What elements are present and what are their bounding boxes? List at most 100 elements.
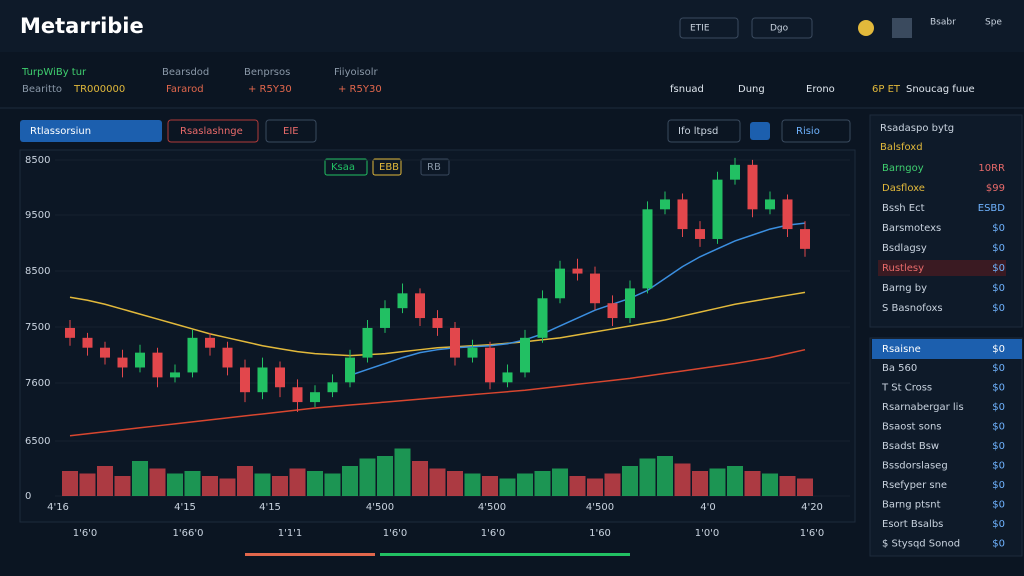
y-axis-label: 8500 <box>25 155 50 166</box>
x-axis-label: 4'0 <box>700 502 715 513</box>
volume-bar <box>464 473 481 496</box>
volume-bar <box>324 473 341 496</box>
watch-label[interactable]: Bsadst Bsw <box>882 441 939 452</box>
order-label: Bssh Ect <box>882 203 925 214</box>
row-highlight <box>878 260 1006 276</box>
watch-label[interactable]: Barng ptsnt <box>882 500 941 511</box>
x-axis-label: 1'6'0 <box>800 528 825 539</box>
x-axis-label: 1'60 <box>589 528 611 539</box>
watch-value: $0 <box>992 383 1005 394</box>
stat-label: Bearitto <box>22 84 62 95</box>
nav-box[interactable] <box>751 17 813 39</box>
candle-body <box>135 352 145 368</box>
candle-body <box>712 179 723 239</box>
search-box[interactable] <box>667 119 741 143</box>
watch-label[interactable]: Rsarnabergar lis <box>882 402 964 413</box>
stat-value: TR000000 <box>73 84 125 95</box>
watchlist-header-bg <box>872 339 1022 359</box>
x-axis-label: 1'1'1 <box>278 528 303 539</box>
watch-label[interactable]: $ Stysqd Sonod <box>882 539 960 550</box>
volume-bar <box>97 466 113 496</box>
volume-bar <box>412 461 428 496</box>
candle-body <box>397 293 408 309</box>
volume-bar <box>727 466 743 496</box>
order-label: Barsmotexs <box>882 223 941 234</box>
order-value: 10RR <box>978 163 1005 174</box>
candle-body <box>642 209 653 289</box>
overlay-line <box>69 291 806 357</box>
dropdown[interactable] <box>20 120 162 142</box>
order-value: $0 <box>992 283 1005 294</box>
volume-bar <box>79 473 96 496</box>
legend-box[interactable] <box>420 158 450 176</box>
volume-bar <box>62 471 78 496</box>
order-value: $0 <box>992 263 1005 274</box>
candle-body <box>362 327 373 358</box>
candle-body <box>275 367 285 388</box>
candle-body <box>310 392 320 403</box>
x-axis-label: 1'6'0 <box>481 528 506 539</box>
watch-label[interactable]: Esort Bsalbs <box>882 519 943 530</box>
volume-bar <box>499 478 516 496</box>
volume-bar <box>202 476 218 496</box>
stat-label: Bearsdod <box>162 67 209 78</box>
watch-label[interactable]: Bsaost sons <box>882 422 942 433</box>
candle-body <box>450 327 460 358</box>
candle-body <box>730 164 740 180</box>
nav-item: Spe <box>985 18 1002 28</box>
candle-body <box>100 347 110 358</box>
watch-value: $0 <box>992 402 1005 413</box>
icon[interactable] <box>892 18 912 38</box>
action-label[interactable]: Risio <box>796 126 820 137</box>
scrollbar[interactable] <box>245 553 375 556</box>
stat-value: + R5Y30 <box>248 84 292 95</box>
scrollbar[interactable] <box>380 553 630 556</box>
watchlist-header: Rsaisne <box>882 344 921 355</box>
watch-label[interactable]: T St Cross <box>881 383 932 394</box>
nav-box[interactable] <box>679 17 739 39</box>
tag-box[interactable] <box>265 119 317 143</box>
candle-body <box>152 352 163 378</box>
volume-bar <box>429 468 446 496</box>
volume-bar <box>272 476 288 496</box>
order-value: ESBD <box>978 203 1006 214</box>
watch-label[interactable]: Ba 560 <box>882 363 917 374</box>
candle-body <box>765 199 775 210</box>
candle-body <box>82 337 93 348</box>
watch-label[interactable]: Bssdorslaseg <box>882 461 948 472</box>
nav-item: ETIE <box>690 24 710 34</box>
header-bar <box>0 0 1024 52</box>
legend-box[interactable] <box>324 158 368 176</box>
order-label: Bsdlagsy <box>882 243 927 254</box>
icon[interactable] <box>750 122 770 140</box>
watch-value: $0 <box>992 519 1005 530</box>
search-label[interactable]: Ifo ltpsd <box>678 126 718 137</box>
candle-body <box>187 337 198 373</box>
order-value: $0 <box>992 303 1005 314</box>
volume-bar <box>622 466 638 496</box>
candle-body <box>800 229 810 249</box>
watch-value: $0 <box>992 363 1005 374</box>
volume-bar <box>779 476 796 496</box>
tag-label[interactable]: EIE <box>283 126 299 137</box>
filter-label[interactable]: Rsaslashnge <box>180 126 243 137</box>
volume-bar <box>377 456 393 496</box>
x-axis-label: 4'500 <box>478 502 506 513</box>
watch-label[interactable]: Rsefyper sne <box>882 480 947 491</box>
stat-value: Fararod <box>166 84 204 95</box>
action-box[interactable] <box>781 119 851 143</box>
ticker-item: 6P ET <box>872 84 901 95</box>
legend-box[interactable] <box>372 158 402 176</box>
volume-bar <box>797 478 813 496</box>
volume-bar <box>482 476 498 496</box>
icon[interactable] <box>858 20 874 36</box>
dropdown-label[interactable]: Rtlassorsiun <box>30 126 91 137</box>
watchlist-panel <box>869 337 1023 557</box>
volume-bar <box>639 458 656 496</box>
nav-item: Bsabr <box>930 18 956 28</box>
filter-box[interactable] <box>167 119 259 143</box>
volume-bar <box>237 466 253 496</box>
y-axis-label: 7600 <box>25 378 50 389</box>
volume-bar <box>604 473 621 496</box>
candle-body <box>380 308 390 328</box>
